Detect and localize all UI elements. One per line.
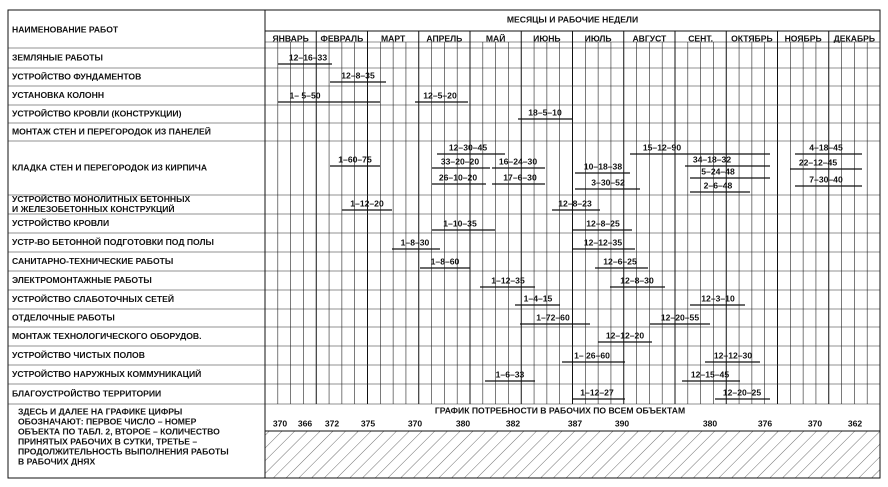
month-label: ИЮЛЬ: [585, 33, 612, 43]
row-name: УСТР-ВО БЕТОННОЙ ПОДГОТОВКИ ПОД ПОЛЫ: [12, 236, 214, 247]
task-label: 2–6–48: [704, 180, 733, 190]
worker-count: 372: [325, 418, 340, 428]
month-label: АВГУСТ: [632, 33, 667, 43]
worker-count: 390: [615, 418, 630, 428]
task-label: 12–15–45: [691, 369, 729, 379]
task-label: 1–10–35: [443, 218, 477, 228]
footnote: ЗДЕСЬ И ДАЛЕЕ НА ГРАФИКЕ ЦИФРЫ: [18, 406, 182, 416]
month-label: ДЕКАБРЬ: [834, 33, 875, 43]
header-title: МЕСЯЦЫ И РАБОЧИЕ НЕДЕЛИ: [507, 14, 638, 24]
task-label: 15–12–90: [643, 142, 681, 152]
row-name: МОНТАЖ СТЕН И ПЕРЕГОРОДОК ИЗ ПАНЕЛЕЙ: [12, 125, 211, 136]
task-label: 12–12–30: [714, 350, 752, 360]
task-label: 12–12–20: [606, 330, 644, 340]
row-name: ОТДЕЛОЧНЫЕ РАБОТЫ: [12, 312, 115, 322]
table-frame: [7, 9, 881, 479]
task-label: 1–12–35: [491, 275, 525, 285]
task-label: 18–5–10: [528, 107, 562, 117]
task-label: 1–12–27: [580, 387, 614, 397]
worker-count: 362: [848, 418, 863, 428]
task-label: 4–18–45: [809, 142, 843, 152]
row-name: УСТРОЙСТВО МОНОЛИТНЫХ БЕТОННЫХ: [12, 193, 191, 204]
task-label: 12–8–35: [341, 70, 375, 80]
row-name: ЗЕМЛЯНЫЕ РАБОТЫ: [12, 52, 103, 62]
footnote: ОБЪЕКТА ПО ТАБЛ. 2, ВТОРОЕ – КОЛИЧЕСТВО: [18, 426, 220, 436]
worker-count: 380: [456, 418, 471, 428]
task-label: 12–3–10: [701, 293, 735, 303]
task-label: 12–6–25: [603, 256, 637, 266]
row-name: УСТАНОВКА КОЛОНН: [12, 90, 104, 100]
worker-count: 380: [703, 418, 718, 428]
workers-area: [264, 430, 881, 479]
row-name: УСТРОЙСТВО СЛАБОТОЧНЫХ СЕТЕЙ: [12, 293, 174, 304]
task-label: 33–20–20: [441, 156, 479, 166]
month-label: ОКТЯБРЬ: [731, 33, 773, 43]
task-label: 22–12–45: [799, 157, 837, 167]
task-label: 3–30–52: [591, 177, 625, 187]
task-label: 12–8–23: [558, 198, 592, 208]
footnote: В РАБОЧИХ ДНЯХ: [18, 456, 95, 466]
task-label: 12–8–25: [586, 218, 620, 228]
footnote: ПРОДОЛЖИТЕЛЬНОСТЬ ВЫПОЛНЕНИЯ РАБОТЫ: [18, 446, 229, 456]
worker-count: 370: [808, 418, 823, 428]
row-name: МОНТАЖ ТЕХНОЛОГИЧЕСКОГО ОБОРУДОВ.: [12, 331, 201, 341]
worker-count: 375: [361, 418, 376, 428]
row-name: УСТРОЙСТВО КРОВЛИ: [12, 217, 109, 228]
month-label: СЕНТ.: [688, 33, 713, 43]
month-label: ФЕВРАЛЬ: [320, 33, 363, 43]
worker-count: 366: [298, 418, 313, 428]
task-label: 16–24–30: [499, 156, 537, 166]
worker-count: 376: [758, 418, 773, 428]
task-label: 1–72–60: [536, 312, 570, 322]
task-label: 10–18–38: [584, 161, 622, 171]
worker-count: 387: [568, 418, 583, 428]
row-name: УСТРОЙСТВО НАРУЖНЫХ КОММУНИКАЦИЙ: [12, 368, 201, 379]
row-name: САНИТАРНО-ТЕХНИЧЕСКИЕ РАБОТЫ: [12, 256, 173, 266]
task-label: 1– 5–50: [289, 90, 320, 100]
task-label: 17–6–30: [503, 172, 537, 182]
footnote: ОБОЗНАЧАЮТ: ПЕРВОЕ ЧИСЛО – НОМЕР: [18, 416, 197, 426]
row-name: ЭЛЕКТРОМОНТАЖНЫЕ РАБОТЫ: [12, 275, 152, 285]
task-label: 1–8–30: [401, 237, 430, 247]
task-label: 1–60–75: [338, 154, 372, 164]
worker-count: 382: [506, 418, 521, 428]
month-label: ИЮНЬ: [533, 33, 560, 43]
row-name: УСТРОЙСТВО КРОВЛИ (КОНСТРУКЦИИ): [12, 107, 182, 118]
task-label: 12–20–55: [661, 312, 699, 322]
row-name: КЛАДКА СТЕН И ПЕРЕГОРОДОК ИЗ КИРПИЧА: [12, 162, 207, 172]
graph-title: ГРАФИК ПОТРЕБНОСТИ В РАБОЧИХ ПО ВСЕМ ОБЪ…: [435, 405, 685, 415]
row-name: И ЖЕЛЕЗОБЕТОННЫХ КОНСТРУКЦИЙ: [12, 203, 175, 214]
task-label: 1–6–33: [496, 369, 525, 379]
task-label: 1–4–15: [524, 293, 553, 303]
task-label: 7–30–40: [809, 174, 843, 184]
task-label: 26–10–20: [439, 172, 477, 182]
month-label: МАРТ: [381, 33, 406, 43]
worker-count: 370: [408, 418, 423, 428]
task-label: 12–20–25: [723, 387, 761, 397]
task-label: 5–24–48: [701, 166, 735, 176]
task-label: 12–30–45: [449, 142, 487, 152]
row-name: БЛАГОУСТРОЙСТВО ТЕРРИТОРИИ: [12, 387, 161, 398]
task-label: 1– 26–60: [574, 350, 610, 360]
task-label: 12–12–35: [584, 237, 622, 247]
row-name: УСТРОЙСТВО ФУНДАМЕНТОВ: [12, 70, 141, 81]
row-name: УСТРОЙСТВО ЧИСТЫХ ПОЛОВ: [12, 349, 145, 360]
task-label: 12–5–20: [423, 90, 457, 100]
footnote: ПРИНЯТЫХ РАБОЧИХ В СУТКИ, ТРЕТЬЕ –: [18, 436, 197, 446]
task-label: 12–8–30: [620, 275, 654, 285]
month-label: ЯНВАРЬ: [272, 33, 308, 43]
header-title: НАИМЕНОВАНИЕ РАБОТ: [12, 24, 119, 34]
task-label: 1–12–20: [350, 198, 384, 208]
task-label: 12–16–33: [289, 52, 327, 62]
month-label: НОЯБРЬ: [785, 33, 822, 43]
month-label: МАЙ: [486, 32, 506, 43]
task-label: 34–18–32: [693, 154, 731, 164]
month-label: АПРЕЛЬ: [426, 33, 462, 43]
worker-count: 370: [273, 418, 288, 428]
task-label: 1–8–60: [431, 256, 460, 266]
